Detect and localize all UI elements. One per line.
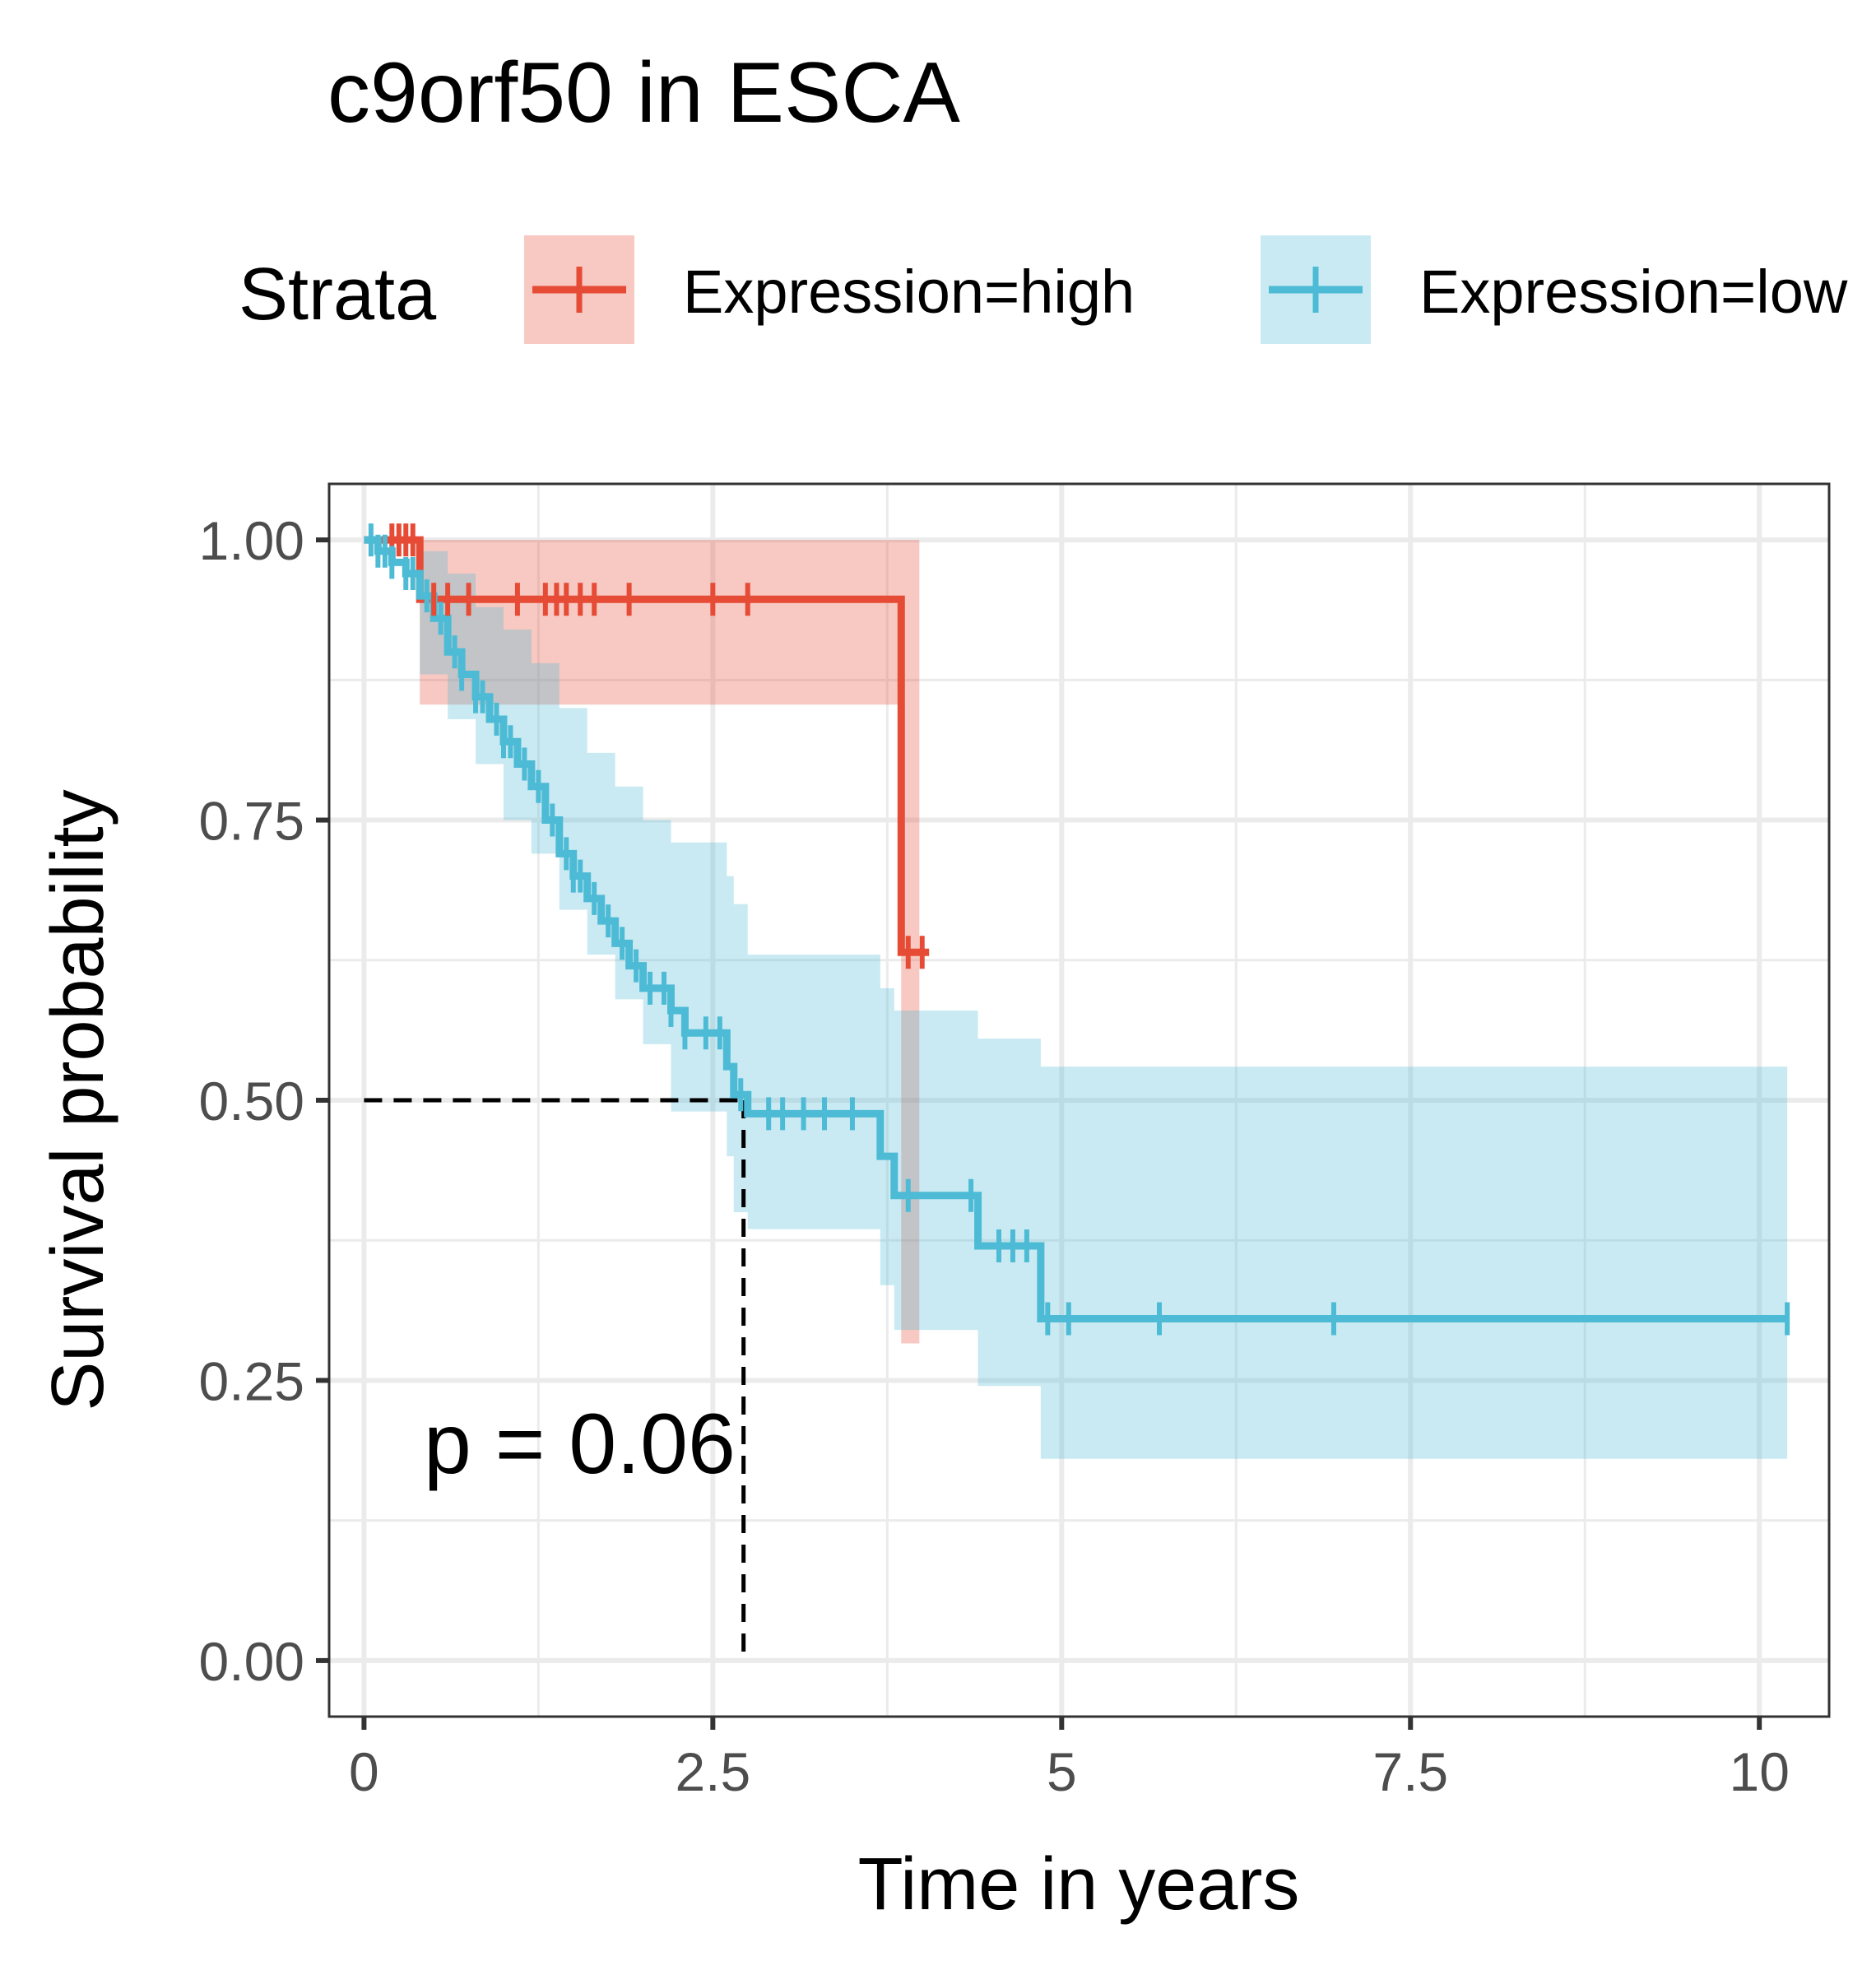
y-axis-label: Survival probability — [37, 789, 119, 1410]
x-axis-ticks: 0 2.5 5 7.5 10 — [349, 1717, 1790, 1802]
x-tick-label: 5 — [1047, 1741, 1077, 1802]
y-tick-label: 0.75 — [199, 791, 304, 852]
y-tick-label: 0.50 — [199, 1071, 304, 1132]
confidence-bands — [364, 540, 1788, 1459]
median-lines — [364, 1098, 746, 1661]
ci-band-high — [364, 540, 920, 1344]
y-axis-ticks: 0.00 0.25 0.50 0.75 1.00 — [199, 510, 329, 1692]
y-tick-label: 0.00 — [199, 1631, 304, 1692]
p-value-annotation: p = 0.06 — [424, 1396, 736, 1492]
chart-title: c9orf50 in ESCA — [327, 45, 960, 141]
legend-item-low: Expression=low — [1261, 235, 1848, 344]
x-tick-label: 2.5 — [675, 1741, 750, 1802]
ci-band-low — [364, 540, 1788, 1459]
legend: Strata Expression=high Expression=low — [239, 235, 1848, 344]
x-tick-label: 10 — [1729, 1741, 1789, 1802]
grid-major — [329, 484, 1829, 1717]
x-tick-label: 7.5 — [1372, 1741, 1448, 1802]
axes: 0 2.5 5 7.5 10 0.00 0.25 0.50 0.75 1.00 Time in … — [37, 510, 1790, 1926]
legend-title: Strata — [239, 253, 437, 336]
legend-label-low: Expression=low — [1419, 258, 1848, 326]
x-axis-label: Time in years — [858, 1843, 1300, 1926]
legend-item-high: Expression=high — [524, 235, 1135, 344]
y-tick-label: 0.25 — [199, 1350, 304, 1411]
plot-panel: p = 0.06 — [327, 482, 1831, 1718]
x-tick-label: 0 — [349, 1741, 379, 1802]
legend-label-high: Expression=high — [683, 258, 1135, 326]
y-tick-label: 1.00 — [199, 510, 304, 571]
censor-marks — [368, 523, 1790, 1336]
